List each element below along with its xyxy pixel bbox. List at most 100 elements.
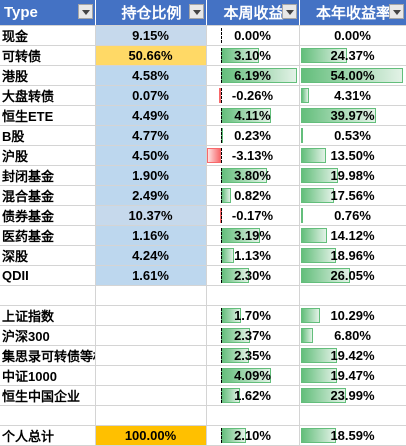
- year-cell[interactable]: 26.05%: [299, 265, 406, 286]
- week-value: 0.82%: [234, 187, 271, 203]
- holding-cell[interactable]: [95, 325, 207, 346]
- week-cell[interactable]: -3.13%: [206, 145, 300, 166]
- week-cell[interactable]: 6.19%: [206, 65, 300, 86]
- type-cell[interactable]: 个人总计: [0, 425, 96, 446]
- type-label: 可转债: [2, 48, 42, 64]
- negative-bar: [206, 147, 221, 163]
- week-cell[interactable]: 1.62%: [206, 385, 300, 406]
- holding-cell[interactable]: [95, 365, 207, 386]
- week-cell[interactable]: -0.17%: [206, 205, 300, 226]
- type-cell[interactable]: 上证指数: [0, 305, 96, 326]
- type-cell[interactable]: 深股: [0, 245, 96, 266]
- week-cell[interactable]: 2.30%: [206, 265, 300, 286]
- empty-cell[interactable]: [0, 285, 96, 306]
- holding-cell[interactable]: 10.37%: [95, 205, 207, 226]
- holding-cell[interactable]: 1.16%: [95, 225, 207, 246]
- type-cell[interactable]: 恒生ETE: [0, 105, 96, 126]
- type-cell[interactable]: 港股: [0, 65, 96, 86]
- year-databar: [300, 307, 406, 323]
- type-cell[interactable]: 封闭基金: [0, 165, 96, 186]
- week-cell[interactable]: -0.26%: [206, 85, 300, 106]
- type-cell[interactable]: B股: [0, 125, 96, 146]
- year-cell[interactable]: 17.56%: [299, 185, 406, 206]
- bar-axis: [220, 167, 222, 183]
- year-cell[interactable]: 39.97%: [299, 105, 406, 126]
- type-cell[interactable]: 中证1000: [0, 365, 96, 386]
- year-cell[interactable]: 54.00%: [299, 65, 406, 86]
- holding-cell[interactable]: 1.61%: [95, 265, 207, 286]
- year-databar: [300, 367, 406, 383]
- holding-cell[interactable]: 4.58%: [95, 65, 207, 86]
- filter-dropdown-icon[interactable]: [77, 4, 93, 19]
- year-cell[interactable]: 14.12%: [299, 225, 406, 246]
- week-cell[interactable]: 1.70%: [206, 305, 300, 326]
- year-cell[interactable]: 24.37%: [299, 45, 406, 66]
- type-cell[interactable]: QDII: [0, 265, 96, 286]
- holding-cell[interactable]: 100.00%: [95, 425, 207, 446]
- empty-cell[interactable]: [206, 405, 300, 426]
- holding-cell[interactable]: 0.07%: [95, 85, 207, 106]
- week-cell[interactable]: 4.11%: [206, 105, 300, 126]
- week-cell[interactable]: 0.23%: [206, 125, 300, 146]
- holding-cell[interactable]: 4.50%: [95, 145, 207, 166]
- year-cell[interactable]: 23.99%: [299, 385, 406, 406]
- empty-cell[interactable]: [299, 405, 406, 426]
- type-cell[interactable]: 医药基金: [0, 225, 96, 246]
- holding-cell[interactable]: 4.49%: [95, 105, 207, 126]
- table-row: 混合基金 2.49% 0.82% 17.56%: [0, 185, 406, 206]
- week-cell[interactable]: 0.82%: [206, 185, 300, 206]
- year-cell[interactable]: 0.76%: [299, 205, 406, 226]
- holding-cell[interactable]: 9.15%: [95, 25, 207, 46]
- type-cell[interactable]: 现金: [0, 25, 96, 46]
- holding-cell[interactable]: [95, 345, 207, 366]
- holding-cell[interactable]: 1.90%: [95, 165, 207, 186]
- week-cell[interactable]: 0.00%: [206, 25, 300, 46]
- filter-dropdown-icon[interactable]: [188, 4, 204, 19]
- week-cell[interactable]: 3.10%: [206, 45, 300, 66]
- week-value: 2.35%: [234, 347, 271, 363]
- empty-row: [0, 285, 406, 306]
- type-cell[interactable]: 集思录可转债等权: [0, 345, 96, 366]
- year-cell[interactable]: 6.80%: [299, 325, 406, 346]
- year-cell[interactable]: 19.47%: [299, 365, 406, 386]
- year-cell[interactable]: 0.53%: [299, 125, 406, 146]
- type-cell[interactable]: 债券基金: [0, 205, 96, 226]
- type-cell[interactable]: 混合基金: [0, 185, 96, 206]
- holding-cell[interactable]: 4.77%: [95, 125, 207, 146]
- filter-dropdown-icon[interactable]: [388, 4, 404, 19]
- year-cell[interactable]: 0.00%: [299, 25, 406, 46]
- year-cell[interactable]: 10.29%: [299, 305, 406, 326]
- empty-cell[interactable]: [299, 285, 406, 306]
- week-cell[interactable]: 4.09%: [206, 365, 300, 386]
- type-cell[interactable]: 沪股: [0, 145, 96, 166]
- year-cell[interactable]: 18.96%: [299, 245, 406, 266]
- filter-dropdown-icon[interactable]: [281, 4, 297, 19]
- week-value: 0.23%: [234, 127, 271, 143]
- week-cell[interactable]: 1.13%: [206, 245, 300, 266]
- week-cell[interactable]: 3.19%: [206, 225, 300, 246]
- empty-cell[interactable]: [0, 405, 96, 426]
- type-cell[interactable]: 大盘转债: [0, 85, 96, 106]
- year-cell[interactable]: 19.98%: [299, 165, 406, 186]
- week-cell[interactable]: 2.10%: [206, 425, 300, 446]
- type-cell[interactable]: 可转债: [0, 45, 96, 66]
- week-cell[interactable]: 3.80%: [206, 165, 300, 186]
- week-cell[interactable]: 2.37%: [206, 325, 300, 346]
- type-cell[interactable]: 沪深300: [0, 325, 96, 346]
- year-cell[interactable]: 18.59%: [299, 425, 406, 446]
- type-label: 混合基金: [2, 188, 55, 204]
- week-cell[interactable]: 2.35%: [206, 345, 300, 366]
- year-cell[interactable]: 13.50%: [299, 145, 406, 166]
- bar-axis: [220, 367, 222, 383]
- empty-cell[interactable]: [95, 405, 207, 426]
- holding-cell[interactable]: 50.66%: [95, 45, 207, 66]
- year-cell[interactable]: 4.31%: [299, 85, 406, 106]
- type-cell[interactable]: 恒生中国企业: [0, 385, 96, 406]
- empty-cell[interactable]: [206, 285, 300, 306]
- holding-cell[interactable]: [95, 385, 207, 406]
- holding-cell[interactable]: [95, 305, 207, 326]
- year-cell[interactable]: 19.42%: [299, 345, 406, 366]
- holding-cell[interactable]: 2.49%: [95, 185, 207, 206]
- empty-cell[interactable]: [95, 285, 207, 306]
- holding-cell[interactable]: 4.24%: [95, 245, 207, 266]
